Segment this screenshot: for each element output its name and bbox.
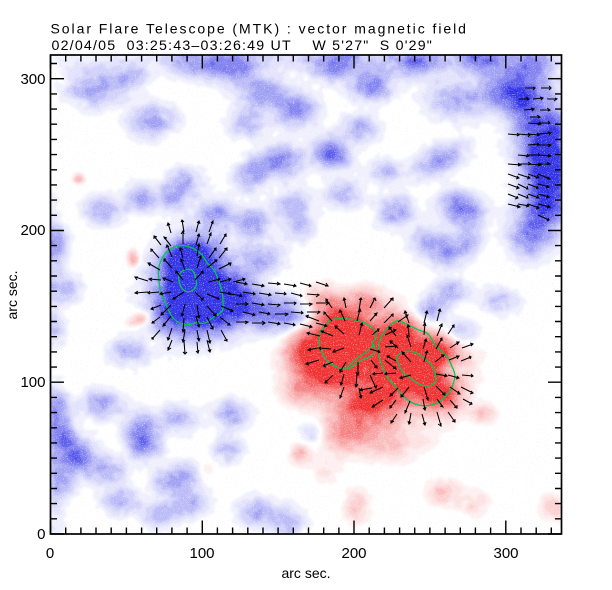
svg-text:300: 300 bbox=[20, 71, 45, 88]
svg-text:0: 0 bbox=[46, 545, 54, 562]
svg-text:arc sec.: arc sec. bbox=[4, 270, 20, 319]
svg-text:arc sec.: arc sec. bbox=[281, 565, 330, 581]
svg-text:200: 200 bbox=[20, 222, 45, 239]
svg-text:0: 0 bbox=[37, 526, 45, 543]
svg-text:300: 300 bbox=[493, 545, 518, 562]
svg-text:02/04/05 03:25:43–03:26:49 UT: 02/04/05 03:25:43–03:26:49 UT W 5'27" S … bbox=[52, 38, 434, 54]
svg-text:Solar Flare Telescope (MTK) :: Solar Flare Telescope (MTK) : vector mag… bbox=[51, 21, 468, 37]
svg-text:100: 100 bbox=[20, 374, 45, 391]
svg-text:100: 100 bbox=[189, 545, 214, 562]
svg-text:200: 200 bbox=[341, 545, 366, 562]
